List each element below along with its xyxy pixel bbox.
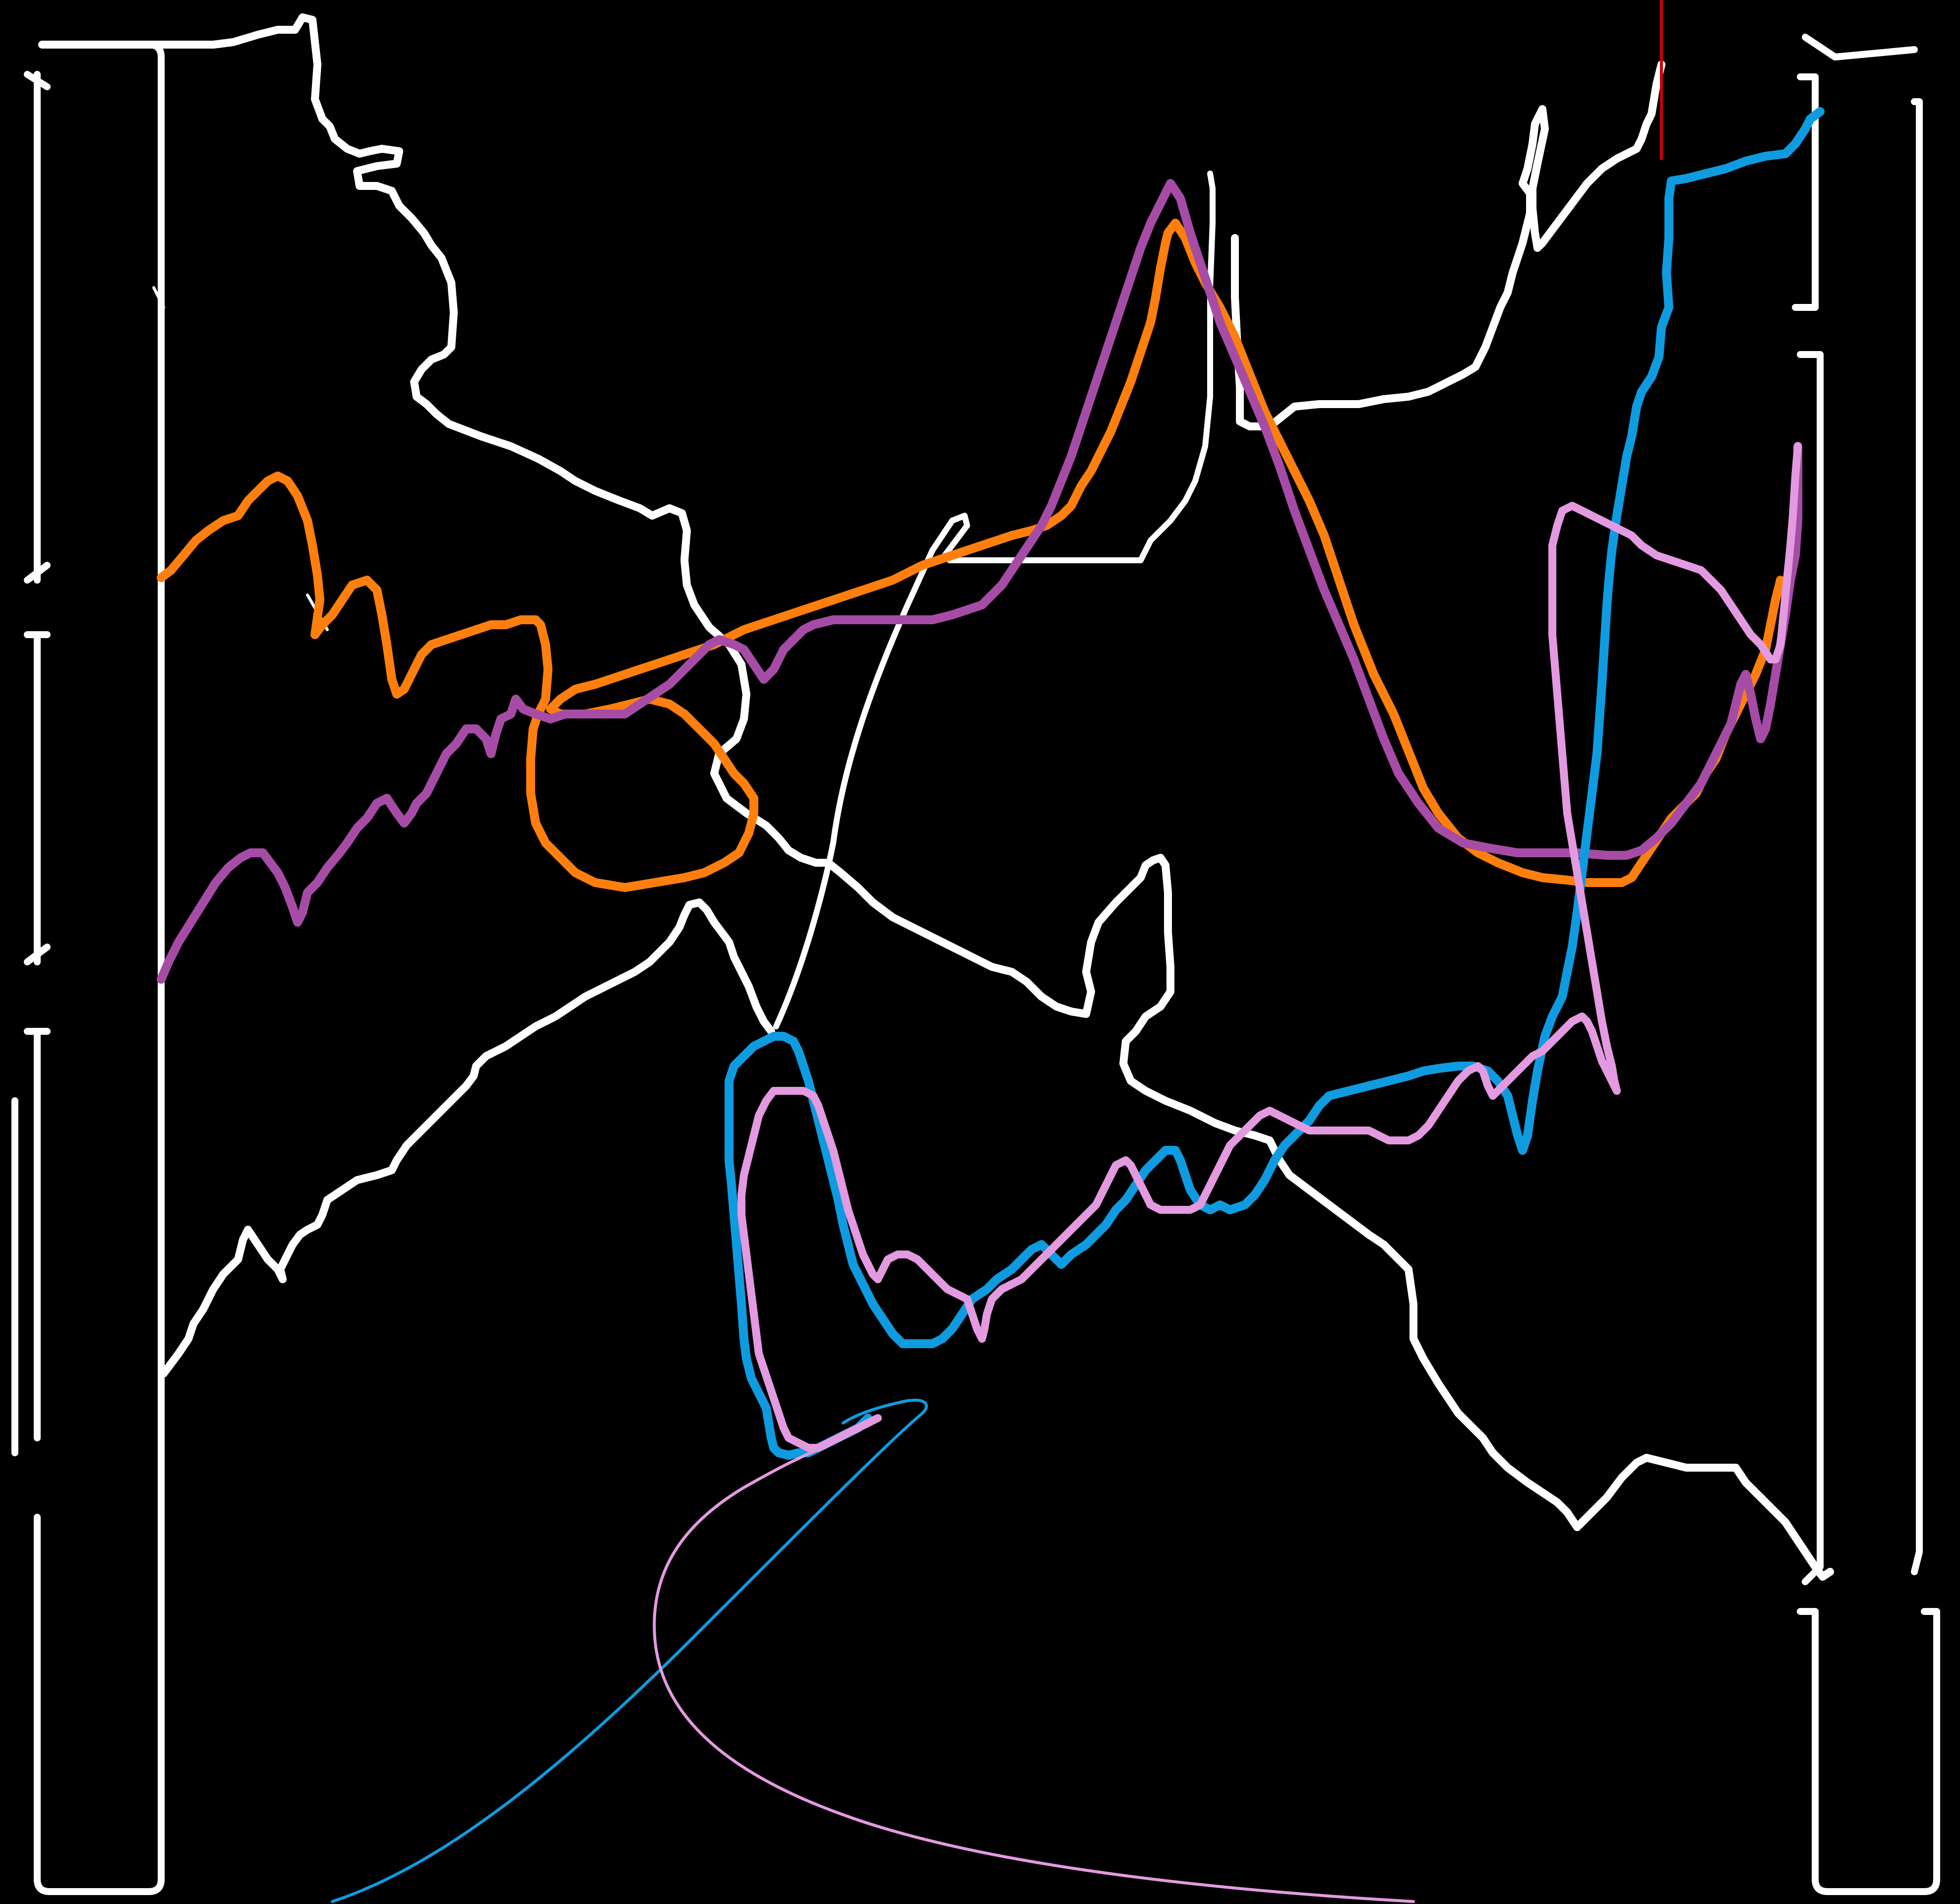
orange-stroke <box>157 219 1785 892</box>
pink-curve <box>653 1446 1415 1903</box>
white-stroke-2 <box>160 898 775 1377</box>
white-stroke-5 <box>152 286 165 309</box>
pink-stroke <box>737 442 1802 1452</box>
white-stroke-4 <box>1231 60 1665 430</box>
white-stroke-1 <box>38 13 1834 1581</box>
purple-stroke <box>157 179 1802 984</box>
left-frame-bracket <box>11 41 165 1895</box>
right-frame-bracket <box>1792 34 1940 1895</box>
white-stroke-3 <box>773 171 1216 1029</box>
blue-stroke <box>725 107 1825 1460</box>
blue-curve <box>331 1398 928 1903</box>
